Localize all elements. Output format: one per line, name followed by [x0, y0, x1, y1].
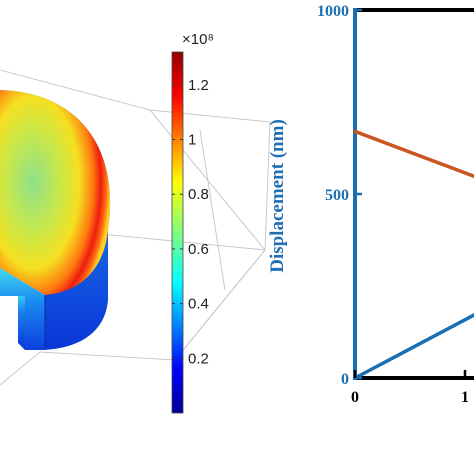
- y-axis-label: Displacement (nm): [267, 119, 288, 273]
- disk-render: [0, 69, 271, 386]
- colorbar-tick-label: 0.8: [188, 186, 209, 203]
- y-tick-label: 500: [325, 187, 349, 204]
- x-tick-label: 1: [461, 389, 469, 406]
- colorbar-gradient: [171, 51, 184, 414]
- disk-inner-wall: [18, 296, 25, 350]
- colorbar-tick-label: 0.2: [188, 350, 209, 367]
- disk-notch: [0, 296, 20, 335]
- colorbar-tick-label: 1.2: [188, 77, 209, 94]
- colorbar-tick-label: 1: [188, 132, 196, 149]
- colorbar-multiplier: ×10⁸: [182, 31, 214, 48]
- series-line-1: [353, 312, 474, 380]
- colorbar-ticks: 0.2 0.4 0.6 0.8 1 1.2: [172, 77, 209, 367]
- y-axis-ticks: 0 500 1000: [317, 3, 362, 388]
- y-tick-label: 1000: [317, 3, 349, 20]
- colorbar-tick-label: 0.4: [188, 296, 209, 313]
- y-tick-label: 0: [341, 371, 349, 388]
- series-line-2: [353, 129, 474, 179]
- plot-series: [353, 129, 474, 380]
- disk-top-face: [0, 90, 111, 295]
- x-tick-label: 0: [351, 389, 359, 406]
- colorbar: ×10⁸ 0.2 0.4 0.6 0.8 1 1.2: [171, 31, 214, 414]
- colorbar-tick-label: 0.6: [188, 241, 209, 258]
